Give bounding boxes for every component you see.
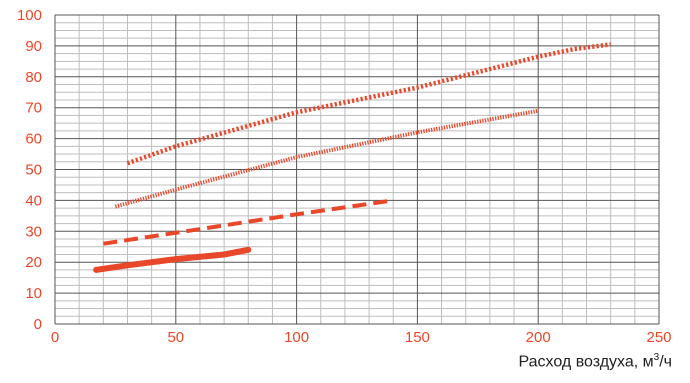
y-tick-label: 40	[25, 192, 42, 209]
series-lines	[93, 42, 611, 273]
x-tick-label: 250	[646, 329, 671, 346]
y-tick-label: 80	[25, 69, 42, 86]
grid	[54, 14, 660, 325]
y-tick-label: 20	[25, 254, 42, 271]
x-tick-label: 0	[51, 329, 59, 346]
y-tick-label: 50	[25, 162, 42, 179]
y-tick-label: 100	[17, 7, 42, 24]
y-tick-label: 70	[25, 100, 42, 117]
series-line-4	[126, 42, 611, 166]
y-tick-label: 90	[25, 38, 42, 55]
y-tick-label: 10	[25, 285, 42, 302]
series-line-1	[93, 246, 252, 273]
tick-labels: 0 10 20 30 40 50 60 70 80 90 100 0 50 100 150 200 250	[17, 7, 672, 346]
x-tick-label: 100	[284, 329, 309, 346]
y-tick-label: 30	[25, 223, 42, 240]
series-line-2	[103, 198, 394, 246]
x-tick-label: 200	[526, 329, 551, 346]
y-tick-label: 0	[34, 316, 42, 333]
x-axis-label: Расход воздуха, м3/ч	[518, 352, 673, 371]
x-tick-label: 50	[167, 329, 184, 346]
y-tick-label: 60	[25, 131, 42, 148]
x-tick-label: 150	[405, 329, 430, 346]
series-line-3	[114, 108, 539, 209]
